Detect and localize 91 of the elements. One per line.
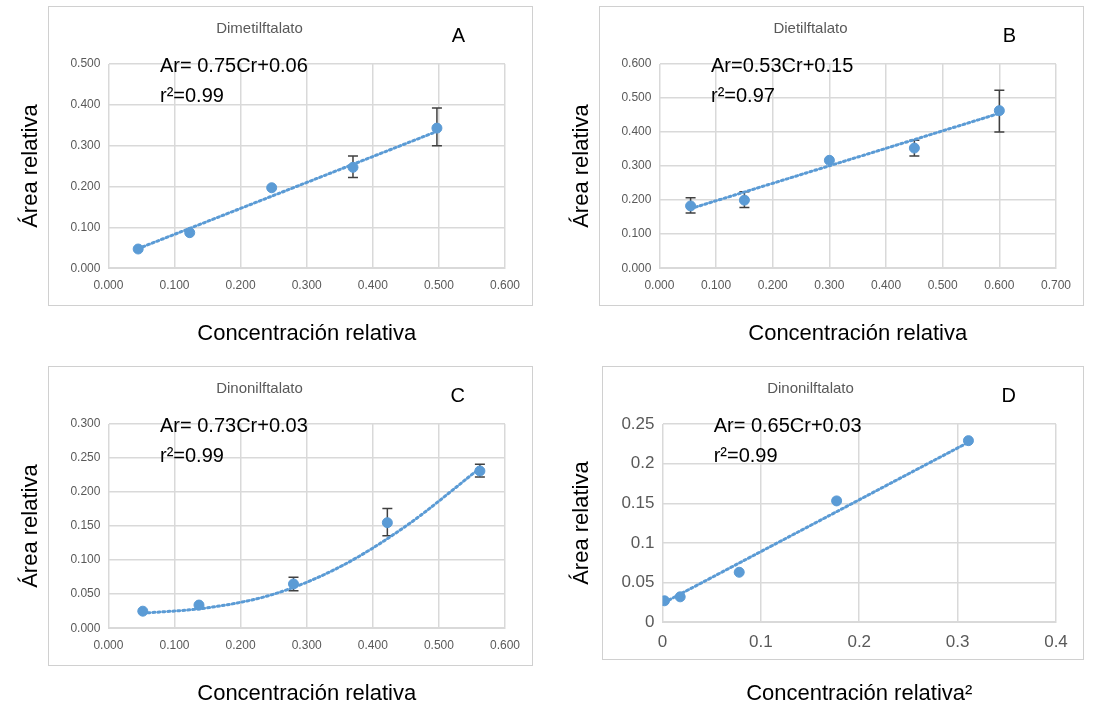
point xyxy=(132,243,144,255)
point xyxy=(962,435,974,447)
y-tick-label: 0.250 xyxy=(70,450,101,465)
y-tick-label: 0.500 xyxy=(70,56,101,71)
x-tick-label: 0 xyxy=(657,632,668,652)
y-tick-label: 0 xyxy=(645,611,655,631)
y-tick-label: 0.100 xyxy=(621,226,652,241)
y-tick-label: 0.000 xyxy=(70,260,101,275)
x-tick-label: 0.600 xyxy=(489,277,521,292)
annotation: Ar=0.53Cr+0.15 xyxy=(710,53,854,76)
x-tick-label: 0.600 xyxy=(984,277,1015,292)
x-tick-label: 0.300 xyxy=(814,277,845,292)
y-tick-label: 0.400 xyxy=(621,124,652,139)
point xyxy=(193,599,205,611)
y-axis-title: Área relativa xyxy=(568,460,594,585)
x-tick-label: 0.3 xyxy=(945,632,970,652)
x-tick-label: 0.000 xyxy=(93,277,124,292)
text: D xyxy=(1001,383,1016,406)
annotation: Ar= 0.75Cr+0.06 xyxy=(159,53,308,76)
y-tick-label: 0.100 xyxy=(70,552,101,567)
x-axis-title: Concentración relativa² xyxy=(746,679,973,705)
x-tick-label: 0.200 xyxy=(225,637,256,652)
x-tick-label: 0.500 xyxy=(423,277,455,292)
annotation: r²=0.99 xyxy=(713,443,778,466)
chart-title: Dimetilftalato xyxy=(216,19,303,37)
x-tick-label: 0.4 xyxy=(1044,632,1068,652)
x-tick-label: 0.100 xyxy=(159,277,190,292)
chart-title: Dinonilftalato xyxy=(216,379,303,397)
y-tick-label: 0.000 xyxy=(70,620,101,635)
x-axis-title: Concentración relativa xyxy=(197,319,417,345)
point xyxy=(993,105,1005,117)
point xyxy=(137,605,149,617)
x-tick-label: 0.200 xyxy=(757,277,789,292)
x-tick-label: 0.500 xyxy=(423,637,455,652)
y-tick-label: 0.500 xyxy=(621,90,652,105)
point xyxy=(347,161,359,173)
y-tick-label: 0.200 xyxy=(70,484,101,499)
y-tick-label: 0.300 xyxy=(70,137,101,152)
y-tick-label: 0.300 xyxy=(70,416,101,431)
y-tick-label: 0.25 xyxy=(621,413,655,433)
x-tick-label: 0.1 xyxy=(749,632,773,652)
point xyxy=(266,182,278,194)
annotation: r²=0.99 xyxy=(159,443,224,466)
x-tick-label: 0.300 xyxy=(291,277,323,292)
x-tick-label: 0.400 xyxy=(871,277,902,292)
annotation: r²=0.97 xyxy=(710,83,775,106)
y-tick-label: 0.100 xyxy=(70,219,101,234)
chart-title: Dietilftalato xyxy=(773,19,848,37)
y-tick-label: 0.05 xyxy=(621,572,655,592)
y-tick-label: 0.2 xyxy=(630,453,655,473)
point xyxy=(733,566,745,578)
x-tick-label: 0.100 xyxy=(701,277,732,292)
x-tick-label: 0.300 xyxy=(291,637,323,652)
point xyxy=(674,591,686,603)
point xyxy=(381,517,393,529)
annotation: Ar= 0.73Cr+0.03 xyxy=(159,413,308,436)
y-axis-title: Área relativa xyxy=(17,103,43,228)
x-axis-title: Concentración relativa xyxy=(197,679,417,705)
y-tick-label: 0.200 xyxy=(70,178,101,193)
point xyxy=(431,122,443,134)
annotation: r²=0.99 xyxy=(159,83,224,106)
text: C xyxy=(450,383,465,406)
y-axis-title: Área relativa xyxy=(568,103,594,228)
y-tick-label: 0.600 xyxy=(621,56,652,71)
y-tick-label: 0.1 xyxy=(630,532,655,552)
x-tick-label: 0.600 xyxy=(489,637,521,652)
y-tick-label: 0.200 xyxy=(621,192,652,207)
y-axis-title: Área relativa xyxy=(17,463,43,588)
chart-title: Dinonilftalato xyxy=(767,379,854,397)
y-tick-label: 0.15 xyxy=(621,492,655,512)
y-tick-label: 0.050 xyxy=(70,586,101,601)
x-axis-title: Concentración relativa xyxy=(748,319,968,345)
y-tick-label: 0.150 xyxy=(70,518,101,533)
x-tick-label: 0.000 xyxy=(93,637,124,652)
text: B xyxy=(1002,23,1016,46)
y-tick-label: 0.400 xyxy=(70,97,101,112)
x-tick-label: 0.500 xyxy=(927,277,959,292)
x-tick-label: 0.100 xyxy=(159,637,190,652)
x-tick-label: 0.200 xyxy=(225,277,256,292)
x-tick-label: 0.400 xyxy=(357,637,389,652)
y-tick-label: 0.300 xyxy=(621,158,652,173)
point xyxy=(831,495,843,507)
point xyxy=(823,154,835,166)
x-tick-label: 0.2 xyxy=(847,632,872,652)
x-tick-label: 0.400 xyxy=(357,277,389,292)
x-tick-label: 0.000 xyxy=(644,277,675,292)
text: A xyxy=(451,23,466,46)
x-tick-label: 0.700 xyxy=(1040,277,1072,292)
annotation: Ar= 0.65Cr+0.03 xyxy=(713,413,862,436)
y-tick-label: 0.000 xyxy=(621,260,652,275)
point xyxy=(184,227,196,239)
